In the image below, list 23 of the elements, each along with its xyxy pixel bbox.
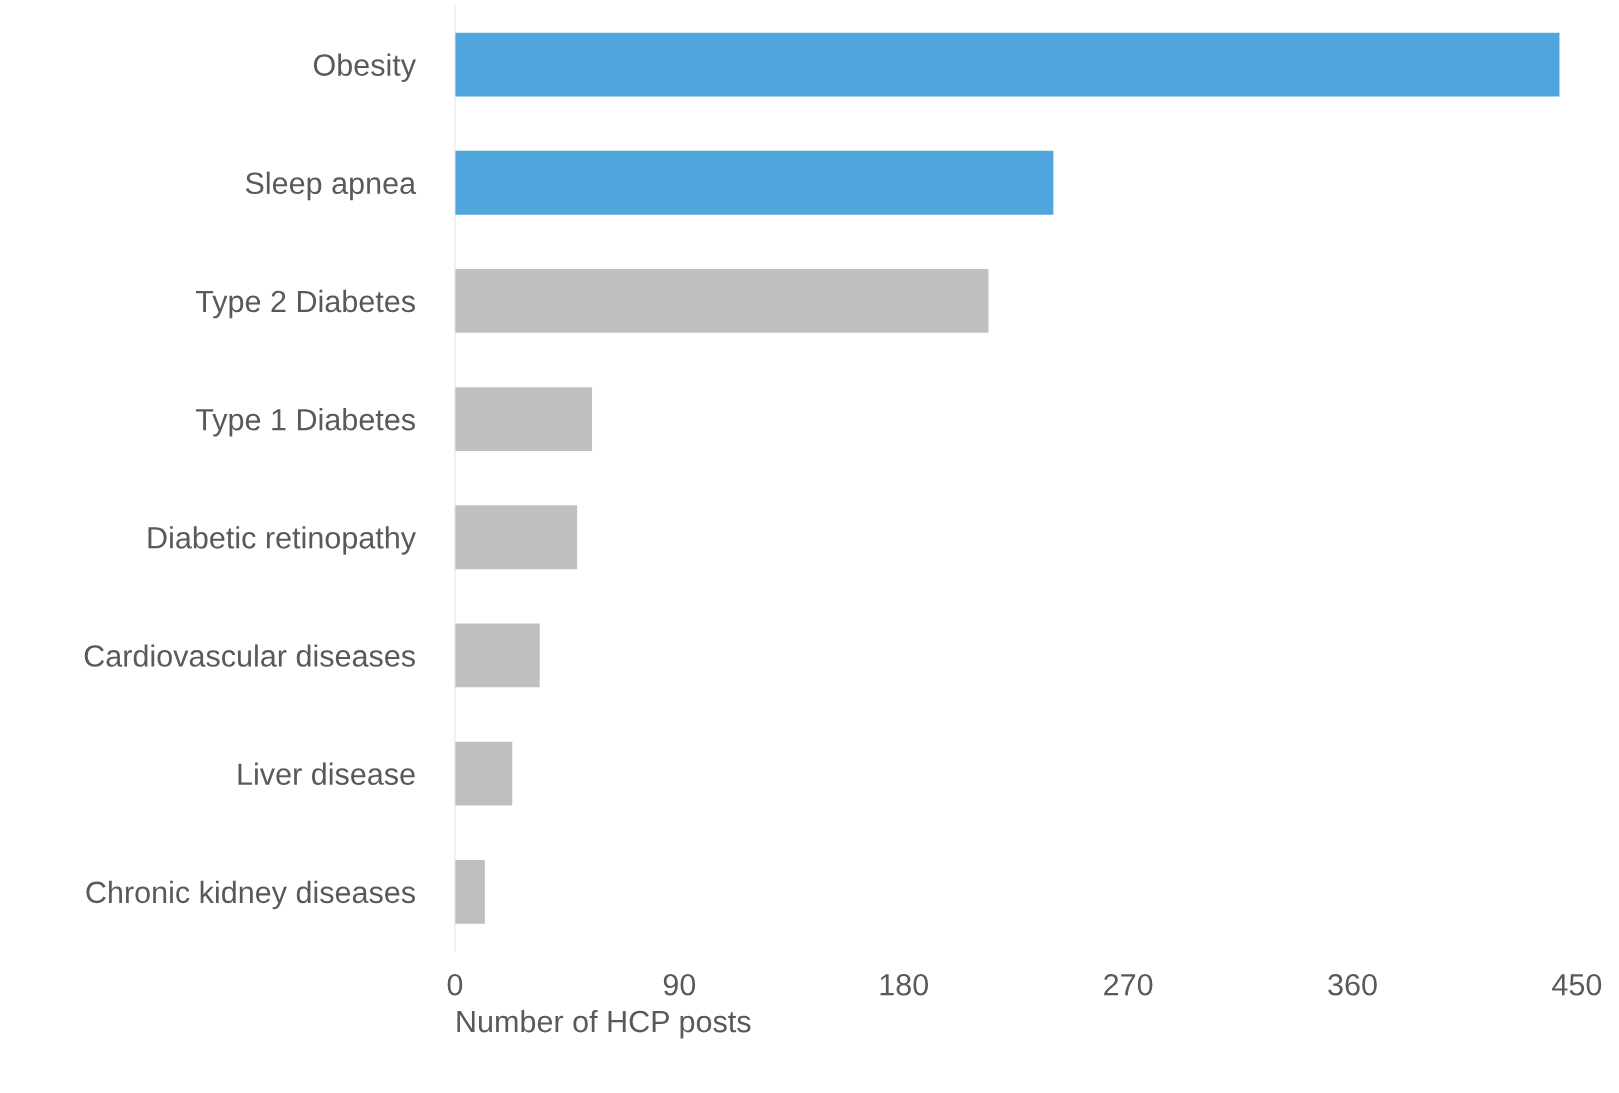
x-axis-title: Number of HCP posts	[457, 1009, 751, 1039]
bar	[454, 505, 578, 570]
y-tick-label: Type 2 Diabetes	[195, 289, 415, 319]
x-tick-label: 180	[880, 973, 929, 996]
x-tick-label: 360	[1328, 973, 1377, 996]
y-tick-label: Type 1 Diabetes	[195, 408, 415, 437]
y-tick-label: Diabetic retinopathy	[148, 526, 417, 555]
y-tick-label: Obesity	[313, 53, 416, 82]
x-tick-label: 0	[447, 973, 463, 996]
bar	[454, 623, 540, 688]
x-tick-label: 450	[1552, 973, 1602, 996]
y-tick-label: Cardiovascular diseases	[84, 644, 415, 667]
x-tick-label: 90	[663, 973, 696, 996]
bar	[454, 859, 485, 924]
y-tick-label: Chronic kidney diseases	[86, 880, 415, 910]
bar	[454, 387, 593, 452]
bar	[454, 741, 513, 806]
bar	[454, 32, 1560, 97]
x-tick-label: 270	[1104, 973, 1153, 996]
bar	[454, 150, 1054, 215]
y-tick-label: Sleep apnea	[245, 171, 417, 201]
bar	[454, 269, 989, 333]
y-tick-label: Liver disease	[238, 762, 415, 786]
